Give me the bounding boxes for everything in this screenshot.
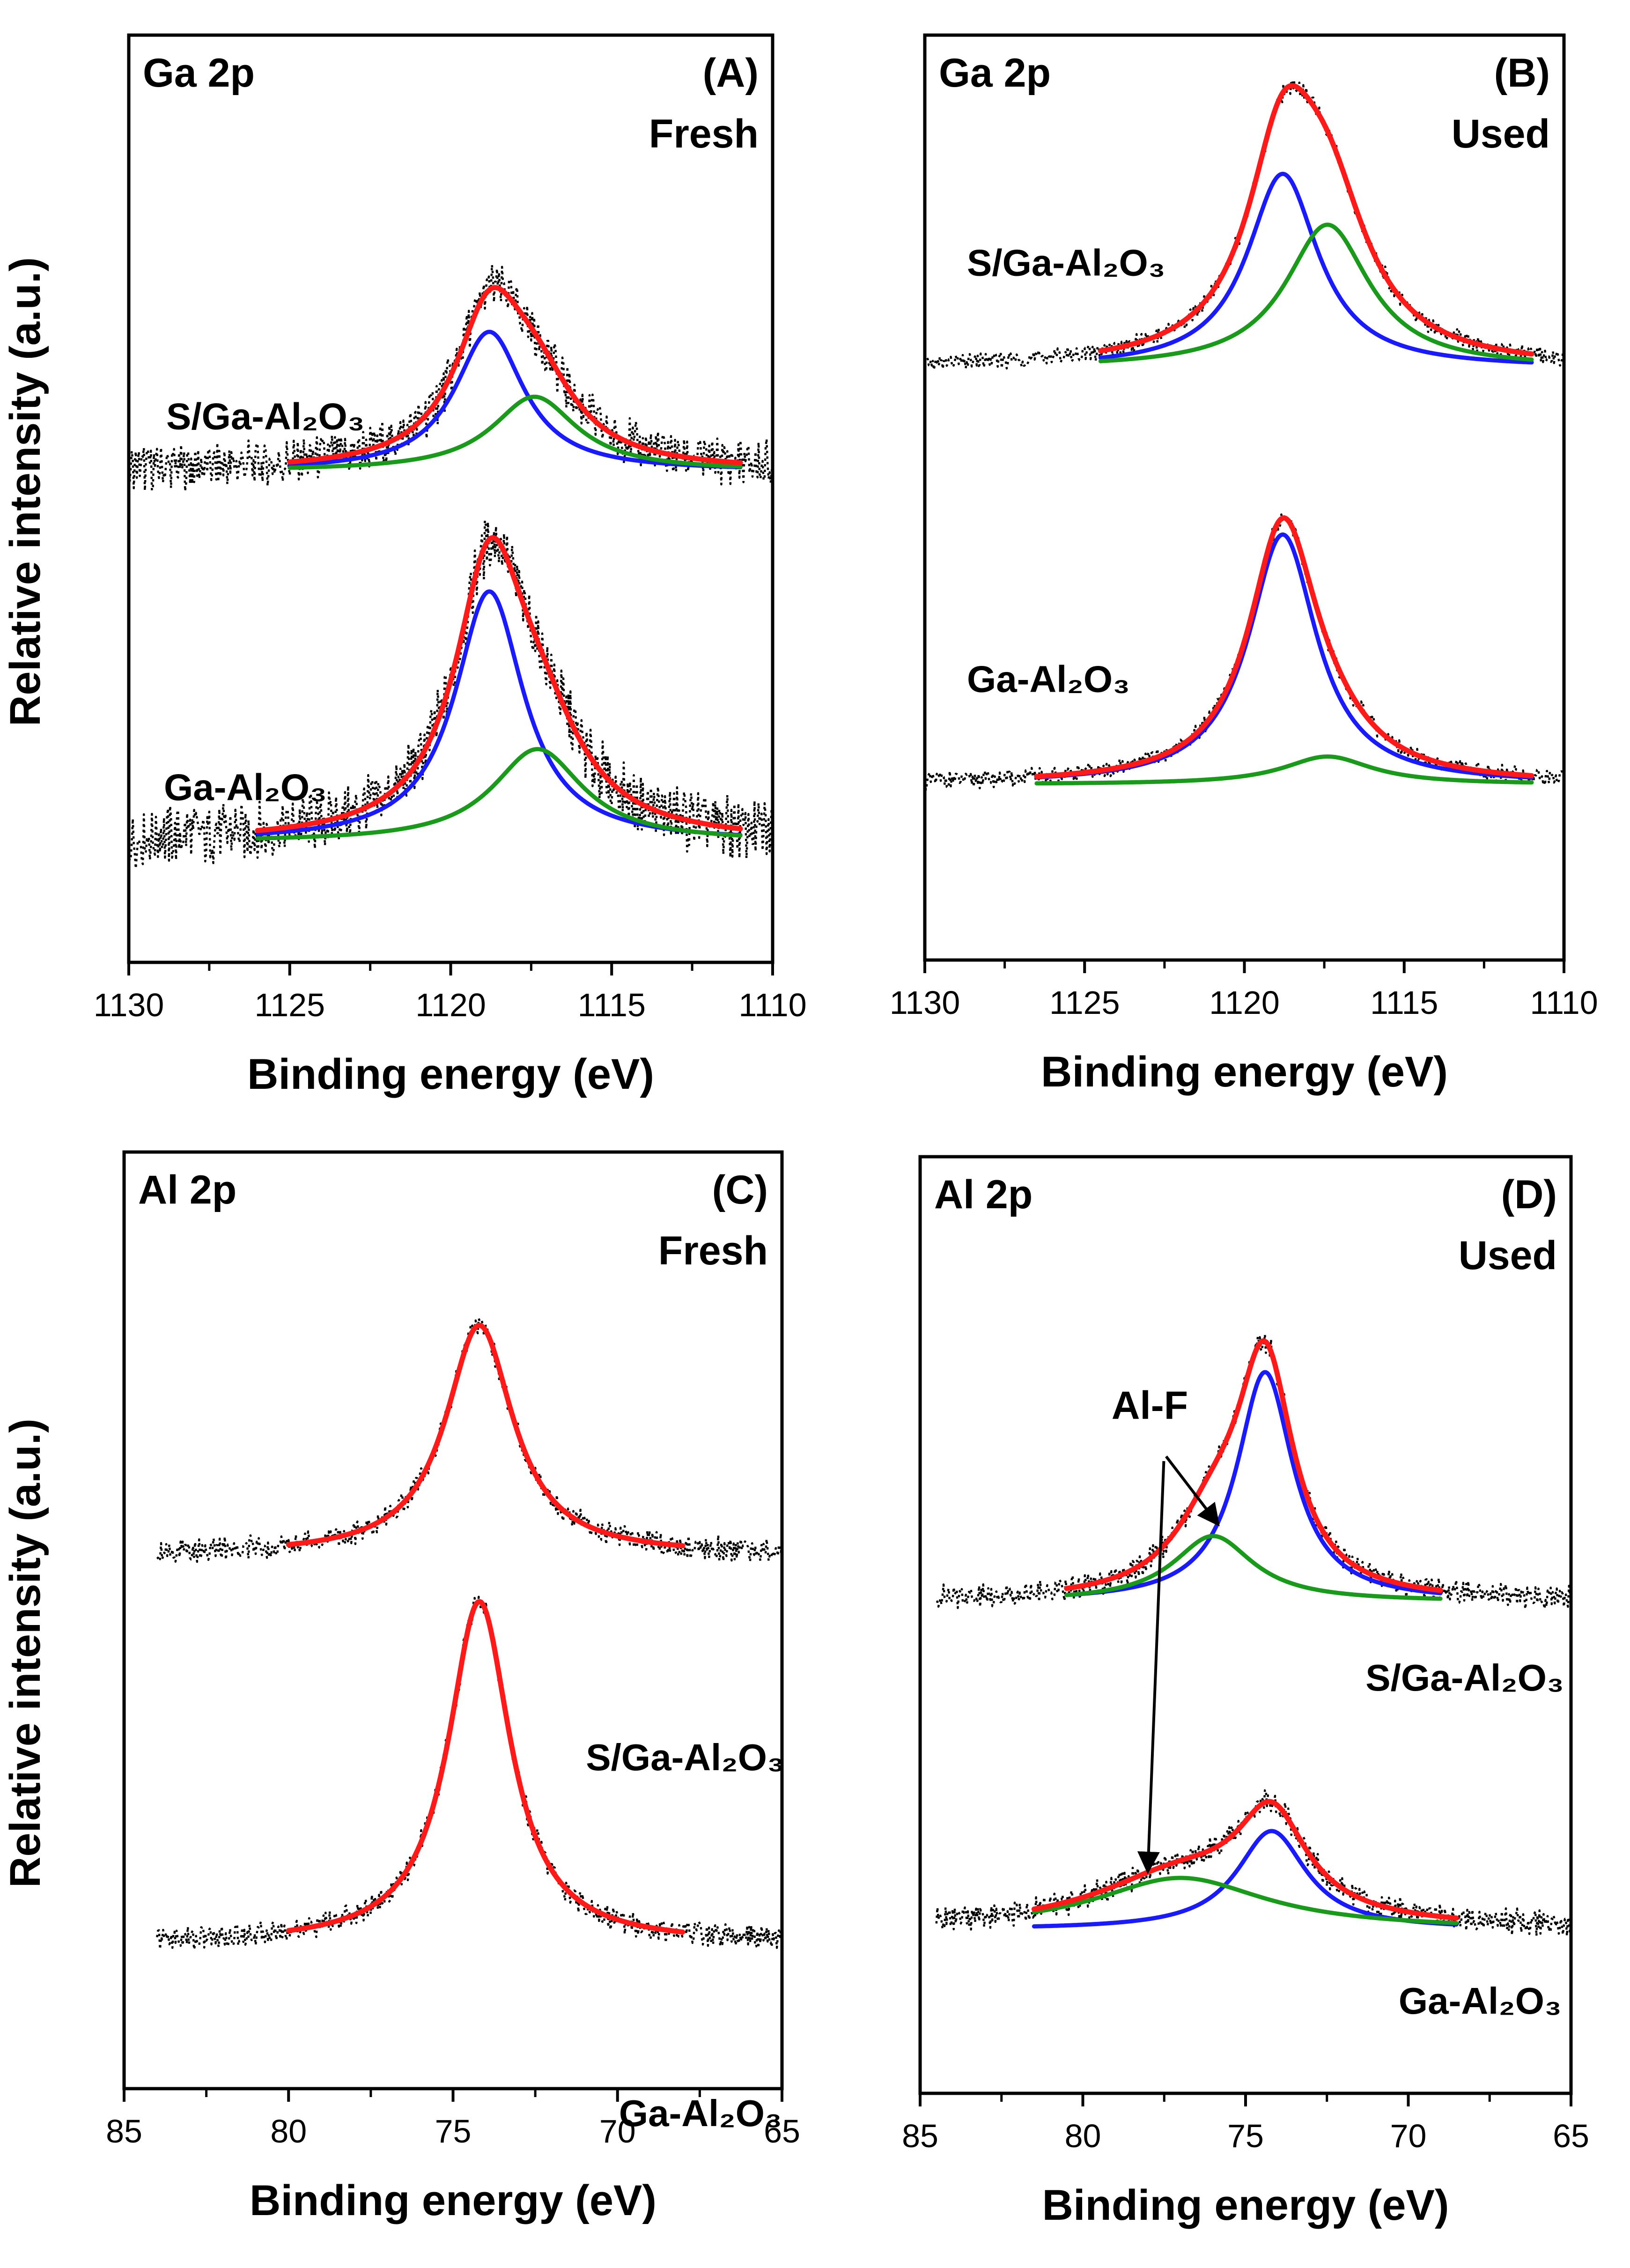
envelope-fit-curve [1031, 1799, 1459, 1921]
series-ga-al2o3 [156, 1596, 782, 1950]
x-tick-label: 1120 [415, 987, 486, 1023]
component-main-curve [288, 330, 743, 470]
envelope-fit-curve [255, 535, 743, 833]
element-label: Ga 2p [143, 51, 255, 96]
series-ga-al2o3 [935, 1788, 1571, 1937]
component-secondary-curve [1032, 1876, 1459, 1925]
x-tick-label: 1110 [738, 987, 806, 1023]
element-label: Al 2p [934, 1172, 1033, 1217]
state-label: Fresh [649, 111, 759, 156]
state-label: Used [1452, 111, 1550, 156]
x-tick-label: 85 [902, 2118, 938, 2154]
sample-label: Ga-Al₂O₃ [1399, 1980, 1562, 2022]
component-secondary-curve [288, 394, 743, 470]
x-tick-label: 1110 [1530, 984, 1598, 1021]
envelope-fit-curve [287, 285, 743, 465]
element-label: Ga 2p [939, 51, 1051, 96]
x-tick-label: 80 [1065, 2118, 1101, 2154]
x-tick-label: 70 [1390, 2118, 1427, 2154]
series-s-ga-al2o3 [156, 1317, 782, 1563]
state-label: Fresh [658, 1228, 768, 1273]
series-s-ga-al2o3 [936, 1333, 1571, 1610]
arrow-to-ga-peak [1137, 1461, 1165, 1874]
element-label: Al 2p [138, 1167, 236, 1212]
x-tick-label: 1125 [254, 987, 325, 1023]
x-tick-label: 1125 [1049, 984, 1120, 1021]
panel-3: S/Ga-Al₂O₃ Ga-Al₂O₃ 85 80 75 70 65 Binding ener… [106, 1150, 800, 2224]
envelope-fit-curve [1034, 515, 1534, 779]
series-s-ga-al2o3 [925, 79, 1564, 371]
x-tick-label: 65 [1553, 2118, 1589, 2154]
sample-label: Ga-Al₂O₃ [619, 2092, 782, 2134]
panel-label: (B) [1494, 51, 1550, 96]
x-tick-label: 70 [599, 2113, 636, 2150]
series-s-ga-al2o3 [129, 264, 773, 492]
component-secondary-curve [1034, 754, 1534, 786]
y-axis-label-top: Relative intensity (a.u.) [1, 257, 49, 726]
sample-label: Ga-Al₂O₃ [164, 767, 327, 808]
component-main-curve [1064, 1370, 1443, 1597]
x-tick-label: 1130 [890, 984, 960, 1021]
x-axis-label: Binding energy (eV) [247, 1050, 654, 1098]
x-tick-label: 1120 [1209, 984, 1280, 1021]
sample-label: S/Ga-Al₂O₃ [1365, 1657, 1564, 1699]
envelope-fit-curve [1064, 1338, 1443, 1593]
series-ga-al2o3 [129, 519, 773, 870]
x-tick-label: 80 [270, 2113, 307, 2150]
raw-data-trace [925, 79, 1564, 371]
panel-2: S/Ga-Al₂O₃ Ga-Al₂O₃ 1130 1125 1120 1115 1110 Bi… [890, 33, 1598, 1096]
panel-label: (C) [712, 1167, 768, 1212]
x-tick-label: 75 [435, 2113, 472, 2150]
sample-label: S/Ga-Al₂O₃ [586, 1736, 784, 1778]
component-main-curve [1098, 171, 1534, 365]
sample-label: S/Ga-Al₂O₃ [166, 396, 365, 437]
raw-data-trace [935, 1788, 1571, 1937]
envelope-fit-curve [1098, 83, 1534, 357]
x-tick-label: 85 [106, 2113, 142, 2150]
raw-data-trace [925, 513, 1564, 791]
annotation-al-f: Al-F [1112, 1383, 1188, 1427]
panel-1: S/Ga-Al₂O₃ Ga-Al₂O₃ 1130 1125 1120 1115 1110 Bi… [94, 33, 807, 1098]
x-tick-label: 75 [1227, 2118, 1264, 2154]
envelope-fit-curve [286, 1322, 686, 1549]
sample-label: S/Ga-Al₂O₃ [967, 242, 1165, 284]
arrow-to-s-ga-peak [1165, 1455, 1220, 1527]
x-axis-label: Binding energy (eV) [1042, 2181, 1449, 2229]
x-tick-label: 1115 [1370, 984, 1438, 1021]
x-tick-label: 1115 [578, 987, 646, 1023]
x-axis-label: Binding energy (eV) [250, 2177, 656, 2224]
y-axis-label-bottom: Relative intensity (a.u.) [1, 1418, 49, 1888]
sample-label: Ga-Al₂O₃ [967, 658, 1130, 700]
envelope-fit-curve [286, 1599, 686, 1935]
state-label: Used [1459, 1233, 1557, 1278]
component-secondary-curve [255, 747, 743, 841]
component-secondary-curve [1064, 1534, 1443, 1601]
component-secondary-curve [1098, 222, 1534, 363]
panel-4: S/Ga-Al₂O₃ Ga-Al₂O₃ Al-F 85 80 75 70 65 Binding … [902, 1155, 1589, 2229]
x-axis-label: Binding energy (eV) [1041, 1048, 1448, 1096]
panel-label: (A) [703, 51, 759, 96]
x-tick-label: 1130 [94, 987, 164, 1023]
panel-label: (D) [1501, 1172, 1557, 1217]
series-ga-al2o3 [925, 513, 1564, 791]
x-tick-label: 65 [764, 2113, 800, 2150]
